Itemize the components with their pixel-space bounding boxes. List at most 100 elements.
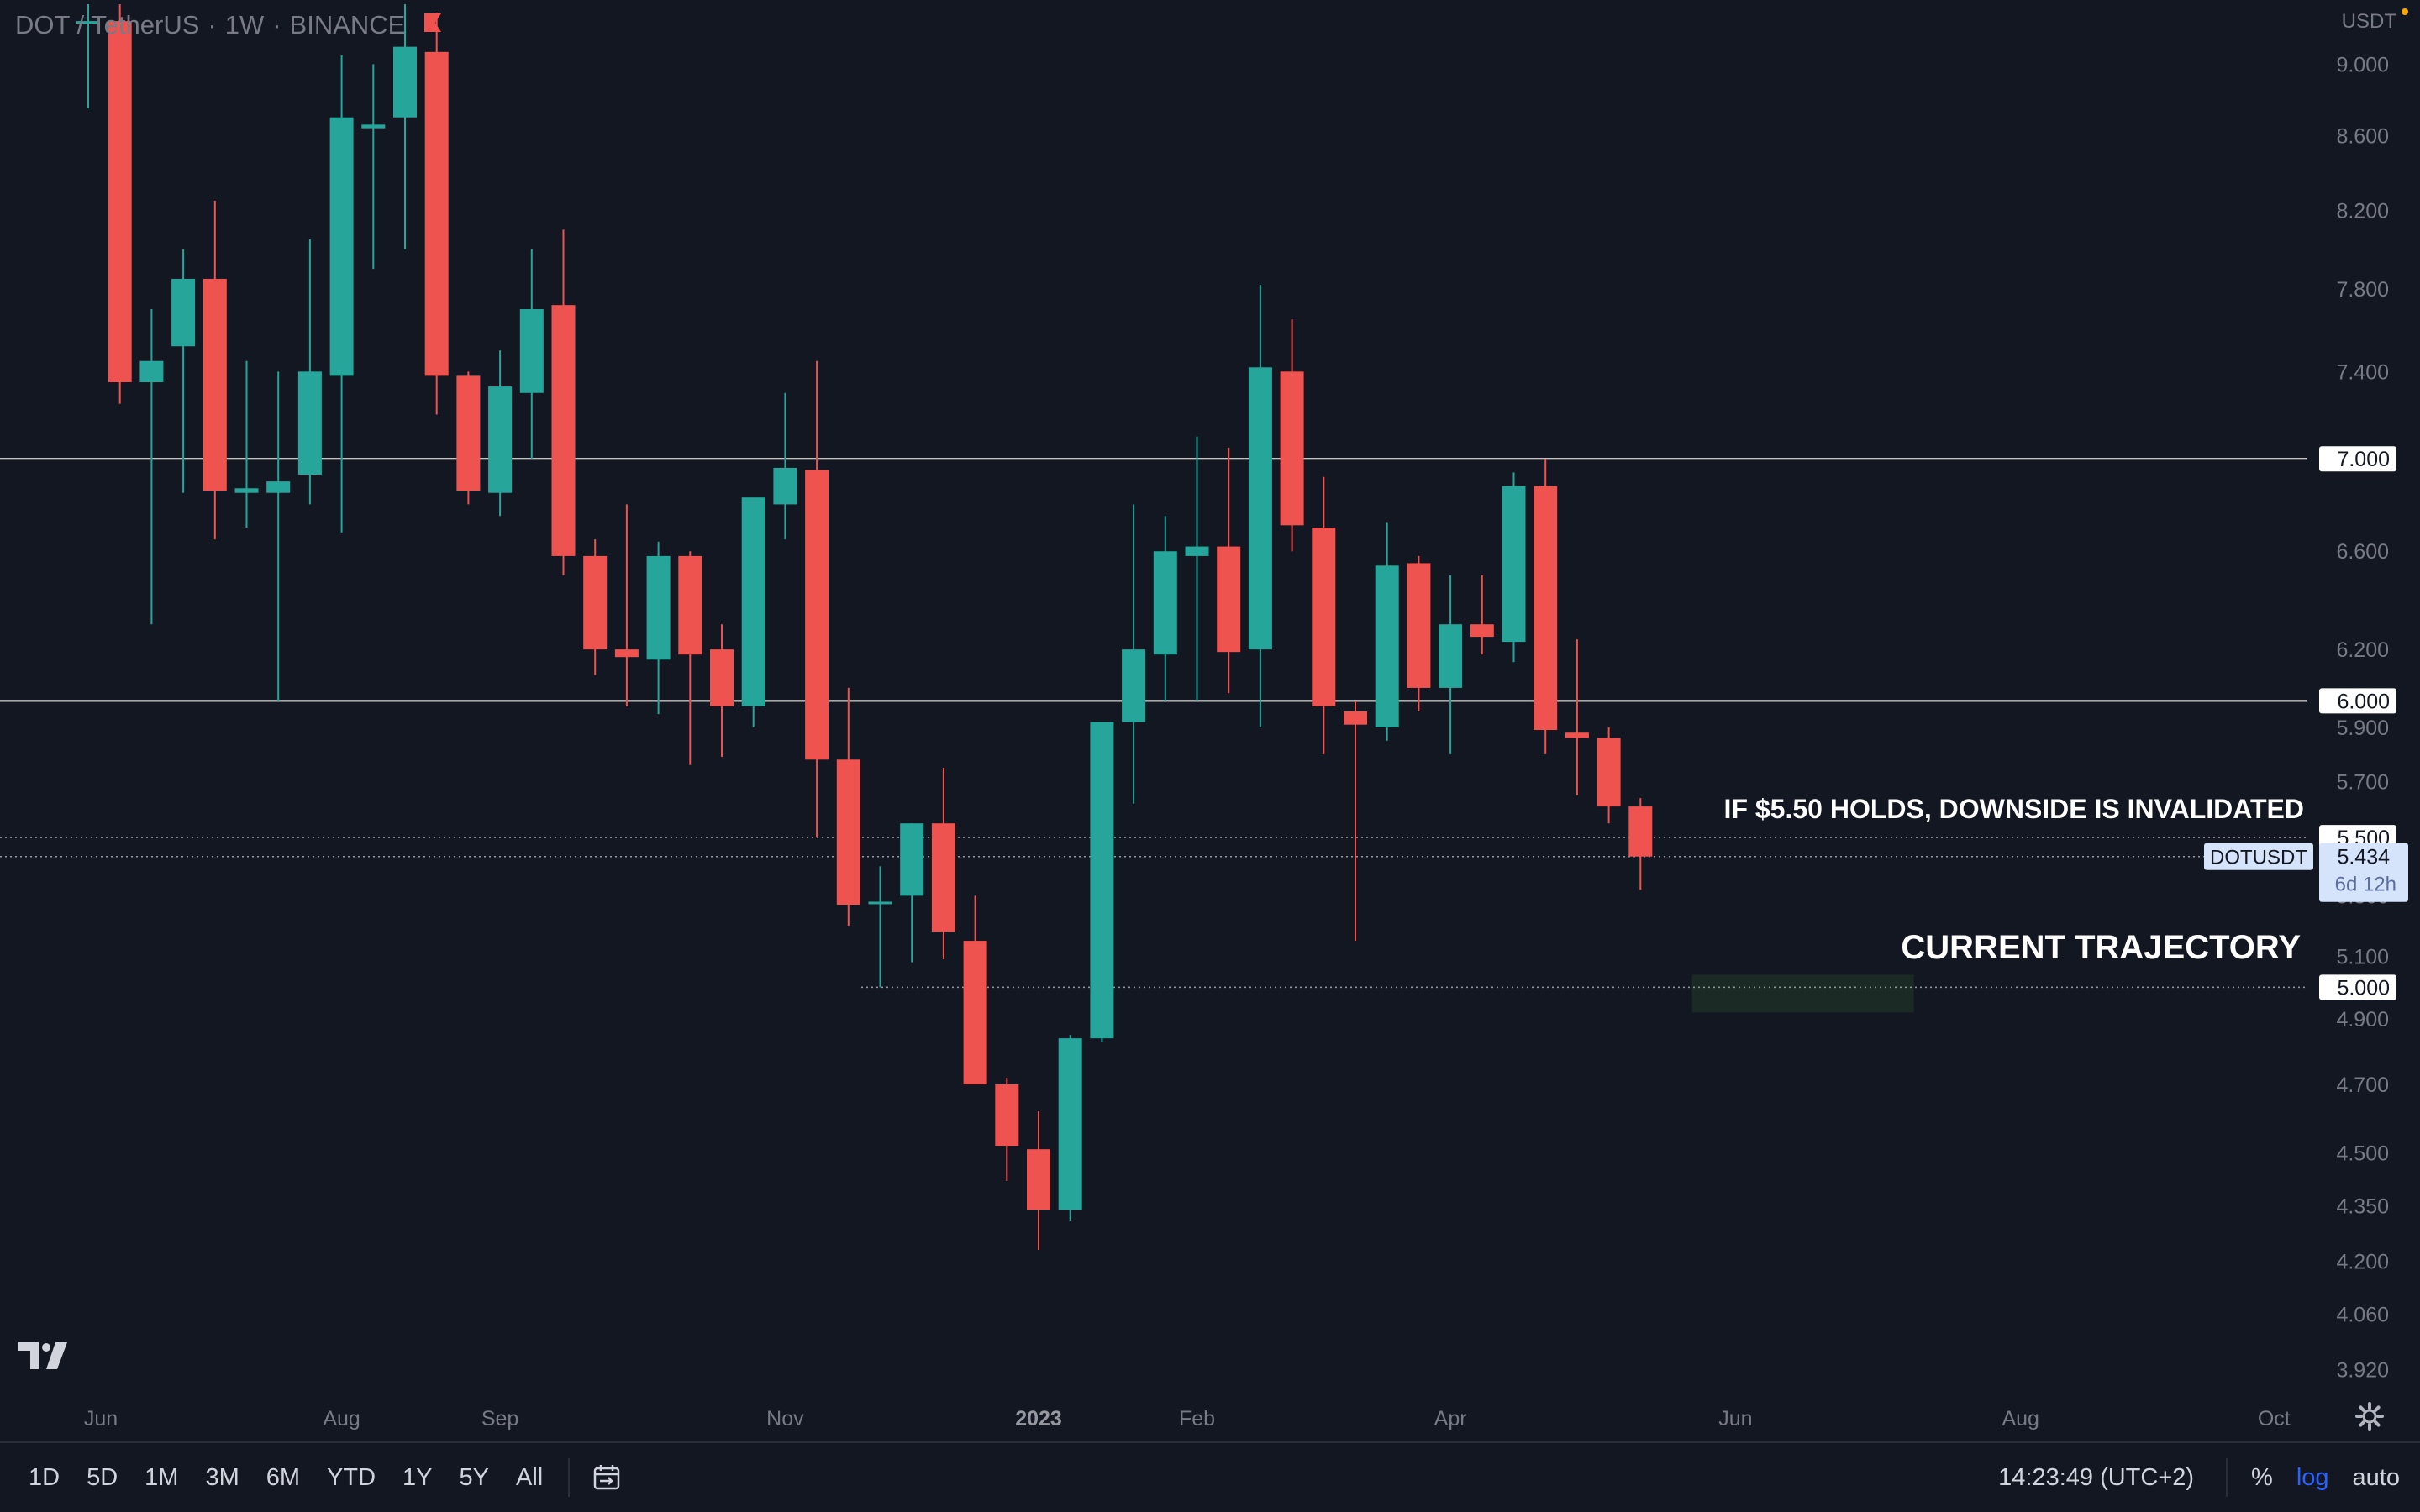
candles-layer [76,4,1653,1251]
candle-up [361,124,386,129]
clock-display[interactable]: 14:23:49 (UTC+2) [1998,1463,2195,1491]
interval-label[interactable]: 1W [224,10,265,39]
candle-down [1344,711,1367,725]
candle-down [805,470,829,760]
candle-down [931,823,955,932]
candle-down [614,649,639,658]
price-tick-label: 8.600 [2336,124,2389,148]
level-label-box [2319,688,2396,714]
candle-up [488,386,513,493]
price-tick-label: 8.200 [2336,199,2389,223]
candle-up [76,21,100,24]
time-axis-label: Oct [2258,1407,2291,1431]
candle-down [836,759,860,905]
range-3m-button[interactable]: 3M [205,1464,239,1491]
candle-down [995,1084,1019,1147]
level-label-text: 7.000 [2337,448,2390,471]
candle-down [583,555,608,650]
bottom-toolbar: 1D 5D 1M 3M 6M YTD 1Y 5Y All 14:23:49 (U… [0,1441,2420,1512]
target-zone-box [1691,974,1914,1013]
price-tick-label: 4.900 [2336,1008,2389,1032]
price-tick-label: 5.900 [2336,717,2389,740]
candle-up [868,901,892,905]
last-price-symbol-box [2204,843,2313,870]
time-axis-label: Feb [1179,1407,1215,1431]
toolbar-divider-2 [2226,1458,2228,1497]
annotation-current-trajectory: CURRENT TRAJECTORY [1901,929,2301,966]
tradingview-logo-icon[interactable] [18,1341,71,1375]
range-6m-button[interactable]: 6M [266,1464,301,1491]
range-5d-button[interactable]: 5D [87,1464,118,1491]
candle-down [1312,528,1336,706]
header-sep-2: · [272,10,281,39]
time-axis-label: Apr [1434,1407,1467,1431]
chart-header[interactable]: DOT / TetherUS · 1W · BINANCE [15,10,444,40]
candle-up [139,360,164,382]
date-range-calendar-icon[interactable] [581,1452,632,1503]
candle-down [678,555,702,655]
log-scale-button[interactable]: log [2296,1463,2329,1491]
range-ytd-button[interactable]: YTD [327,1464,376,1491]
candle-up [1090,722,1114,1039]
levels-layer [0,458,2307,1013]
flag-icon[interactable] [422,10,444,40]
last-price-symbol: DOTUSDT [2210,847,2307,869]
price-tick-label: 4.200 [2336,1250,2389,1273]
range-1m-button[interactable]: 1M [145,1464,179,1491]
time-axis-label: Sep [481,1407,518,1431]
candle-down [1534,486,1558,731]
candle-down [1280,371,1304,526]
candle-down [108,21,132,382]
candle-up [773,467,797,505]
candle-up [1502,486,1526,643]
candle-down [1407,563,1431,688]
chart-area[interactable]: IF $5.50 HOLDS, DOWNSIDE IS INVALIDATED … [0,0,2420,1441]
candle-down [1565,732,1589,738]
time-axis-label: Jun [1718,1407,1752,1431]
candle-up [1122,649,1146,722]
candle-up [393,46,417,118]
gear-icon[interactable] [2353,1399,2386,1433]
candle-up [329,117,354,376]
price-tick-label: 6.200 [2336,638,2389,662]
price-tick-label: 4.500 [2336,1142,2389,1165]
candle-up [900,823,924,896]
candle-down [203,278,227,491]
time-axis-label: 2023 [1015,1407,1062,1431]
price-tick-label: 4.060 [2336,1304,2389,1327]
time-axis-label: Jun [84,1407,118,1431]
price-tick-label: 3.920 [2336,1358,2389,1382]
annotations-layer: IF $5.50 HOLDS, DOWNSIDE IS INVALIDATED … [1724,794,2304,966]
candle-up [1058,1038,1082,1210]
candle-up [1248,367,1272,650]
range-all-button[interactable]: All [516,1464,544,1491]
candle-up [1153,551,1177,655]
candle-up [171,278,196,347]
price-tick-label: 7.400 [2336,360,2389,384]
candle-up [266,481,291,493]
range-1y-button[interactable]: 1Y [402,1464,433,1491]
candle-down [456,375,481,491]
candle-down [1217,546,1241,653]
header-sep-1: · [208,10,217,39]
candle-down [1628,806,1653,857]
candle-down [424,51,449,376]
candle-up [741,497,765,706]
candle-down [710,649,734,706]
exchange-label: BINANCE [289,10,406,39]
last-price-value: 5.434 [2337,846,2390,869]
candle-up [1375,565,1399,727]
auto-scale-button[interactable]: auto [2352,1463,2400,1491]
time-axis: Jun Aug Sep Nov 2023 Feb Apr Jun Aug Oct [84,1407,2291,1431]
candle-up [234,488,259,493]
candlestick-chart[interactable]: IF $5.50 HOLDS, DOWNSIDE IS INVALIDATED … [0,0,2420,1441]
candle-down [551,305,576,556]
candle-up [1185,546,1209,556]
currency-label[interactable]: USDT [2341,10,2396,33]
range-5y-button[interactable]: 5Y [459,1464,490,1491]
candle-down [1470,624,1494,638]
range-1d-button[interactable]: 1D [29,1464,60,1491]
candle-up [646,555,671,660]
percent-scale-button[interactable]: % [2251,1463,2273,1491]
symbol-title[interactable]: DOT / TetherUS [15,10,200,39]
